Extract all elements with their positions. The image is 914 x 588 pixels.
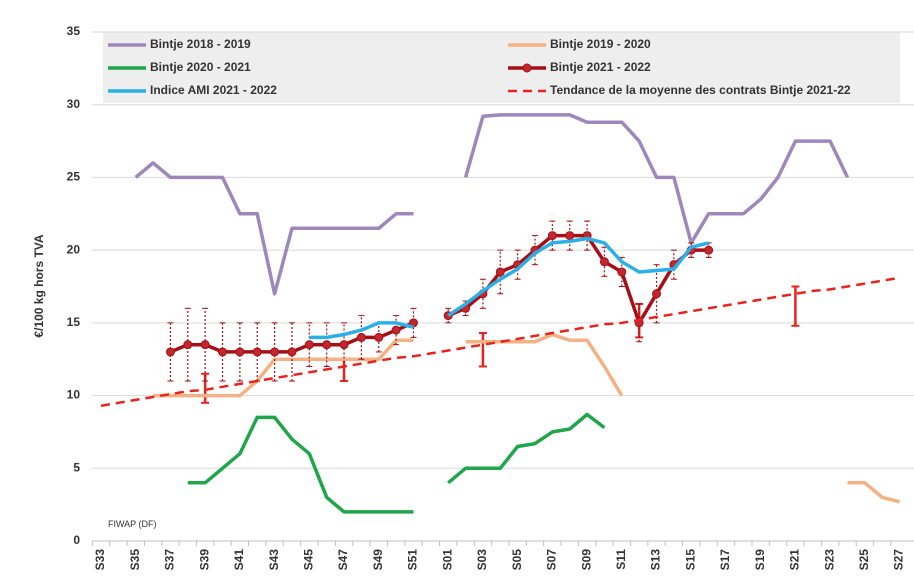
y-tick-label: 35 <box>67 24 81 38</box>
x-tick-label: S37 <box>163 549 177 571</box>
legend-label: Bintje 2020 - 2021 <box>150 60 251 74</box>
x-tick-label: S33 <box>93 549 107 571</box>
series-marker <box>270 347 280 357</box>
series-marker <box>218 347 228 357</box>
x-tick-label: S49 <box>371 549 385 571</box>
series-marker <box>704 245 714 255</box>
x-tick-label: S51 <box>406 549 420 571</box>
legend-box <box>103 32 900 103</box>
x-tick-label: S07 <box>545 549 559 571</box>
x-tick-label: S45 <box>301 549 315 571</box>
series-marker <box>252 347 262 357</box>
x-tick-label: S43 <box>267 549 281 571</box>
x-tick-label: S25 <box>857 549 871 571</box>
x-tick-label: S27 <box>892 549 906 571</box>
x-tick-label: S01 <box>440 549 454 571</box>
x-tick-label: S11 <box>614 549 628 570</box>
y-tick-label: 15 <box>67 315 81 329</box>
series-marker <box>565 231 575 241</box>
x-tick-label: S47 <box>336 549 350 571</box>
legend-marker <box>522 63 532 73</box>
series-marker <box>374 332 384 342</box>
series-line <box>134 113 850 296</box>
legend-label: Bintje 2019 - 2020 <box>550 37 651 51</box>
series-marker <box>183 340 193 350</box>
series-line <box>153 332 901 504</box>
x-tick-label: S05 <box>510 549 524 571</box>
x-tick-label: S19 <box>753 549 767 571</box>
legend-label: Bintje 2018 - 2019 <box>150 37 251 51</box>
legend-label: Bintje 2021 - 2022 <box>550 60 651 74</box>
y-tick-label: 30 <box>67 97 81 111</box>
x-tick-label: S03 <box>475 549 489 571</box>
series-marker <box>652 289 662 299</box>
x-tick-label: S39 <box>197 549 211 571</box>
series-marker <box>200 340 210 350</box>
y-tick-label: 5 <box>73 460 80 474</box>
series-marker <box>339 340 349 350</box>
series-marker <box>165 347 175 357</box>
y-axis-title: €/100 kg hors TVA <box>32 234 46 337</box>
series-marker <box>356 332 366 342</box>
series-line <box>309 236 710 340</box>
series-line <box>187 412 606 514</box>
series-marker <box>287 347 297 357</box>
series-marker <box>235 347 245 357</box>
y-tick-label: 10 <box>67 388 81 402</box>
series-marker <box>617 267 627 277</box>
y-tick-label: 0 <box>73 533 80 547</box>
series-marker <box>391 325 401 335</box>
y-tick-label: 20 <box>67 242 81 256</box>
series-marker <box>322 340 332 350</box>
series-marker <box>547 231 557 241</box>
x-tick-label: S17 <box>718 549 732 571</box>
x-tick-label: S41 <box>232 549 246 571</box>
series-marker <box>495 267 505 277</box>
x-tick-label: S09 <box>579 549 593 571</box>
series-marker <box>304 340 314 350</box>
source-note: FIWAP (DF) <box>108 519 157 529</box>
x-tick-label: S35 <box>128 549 142 571</box>
x-tick-label: S15 <box>683 549 697 571</box>
x-tick-label: S23 <box>822 549 836 571</box>
x-tick-label: S13 <box>649 549 663 571</box>
legend-label: Indice AMI 2021 - 2022 <box>150 83 277 97</box>
x-tick-label: S21 <box>788 549 802 571</box>
series-line <box>169 233 709 354</box>
legend-label: Tendance de la moyenne des contrats Bint… <box>550 83 851 97</box>
series-marker <box>599 257 609 267</box>
y-tick-label: 25 <box>67 170 81 184</box>
